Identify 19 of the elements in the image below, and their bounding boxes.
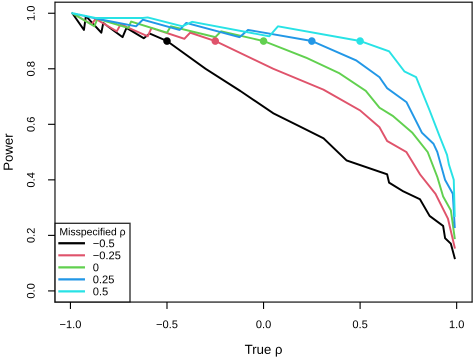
- legend-title: Misspecified ρ: [60, 228, 126, 238]
- y-tick-label: 0.6: [26, 117, 35, 132]
- legend-label: 0: [93, 263, 99, 272]
- y-tick-label: 0.4: [26, 172, 35, 188]
- y-tick-label: 1.0: [26, 6, 35, 20]
- y-tick-label: 0.2: [26, 228, 35, 243]
- legend-label: 0.25: [93, 275, 114, 284]
- y-tick-label: 0.0: [26, 284, 35, 298]
- y-axis-title: Power: [4, 134, 13, 170]
- legend-label: −0.5: [93, 239, 114, 248]
- x-tick-label: −1.0: [60, 320, 81, 328]
- y-tick-label: 0.8: [26, 62, 35, 76]
- legend-label: 0.5: [93, 288, 108, 296]
- x-axis-title: True ρ: [244, 344, 282, 357]
- x-tick-label: 1.0: [450, 320, 464, 328]
- x-tick-label: 0.5: [352, 320, 368, 328]
- x-tick-label: −0.5: [156, 320, 178, 328]
- legend-label: −0.25: [93, 251, 120, 260]
- x-tick-label: 0.0: [256, 320, 271, 328]
